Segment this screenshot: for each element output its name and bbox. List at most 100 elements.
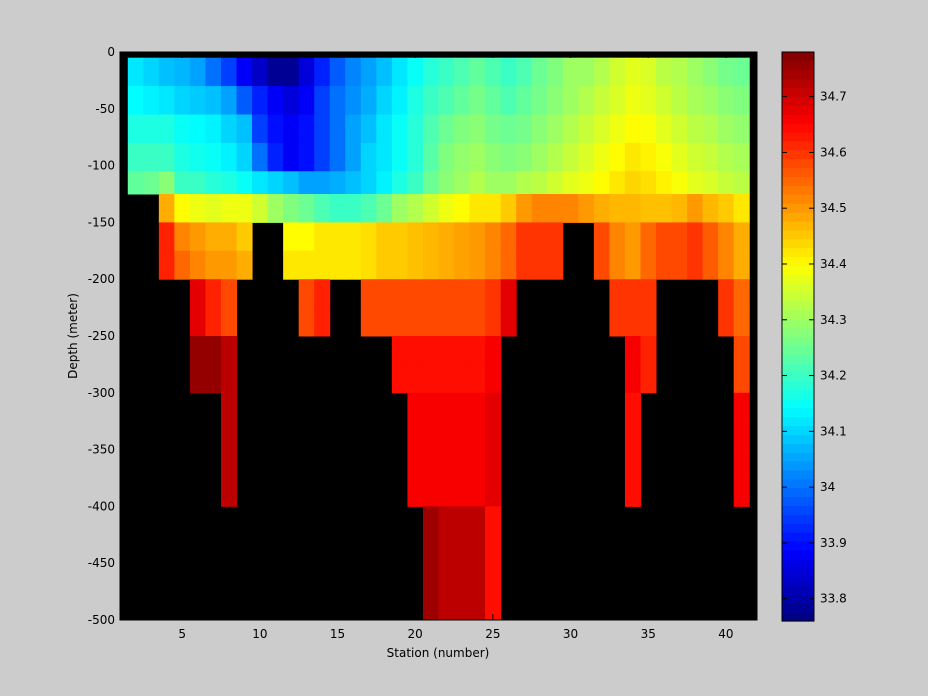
x-tick-label: 30 bbox=[563, 627, 578, 641]
heatmap-cell bbox=[640, 114, 657, 144]
colorbar-strip bbox=[782, 194, 814, 204]
colorbar-tick-label: 34.7 bbox=[820, 90, 847, 104]
colorbar-strip bbox=[782, 265, 814, 275]
x-tick-label: 25 bbox=[485, 627, 500, 641]
heatmap-cell bbox=[298, 307, 315, 337]
heatmap-cell bbox=[143, 171, 160, 195]
heatmap-cell bbox=[283, 194, 300, 223]
heatmap-cell bbox=[454, 449, 471, 479]
heatmap-cell bbox=[283, 142, 300, 172]
heatmap-cell bbox=[656, 194, 673, 223]
heatmap-cell bbox=[376, 114, 393, 144]
heatmap-cell bbox=[485, 534, 502, 564]
heatmap-cell bbox=[407, 142, 424, 172]
heatmap-cell bbox=[438, 171, 455, 195]
heatmap-cell bbox=[640, 250, 657, 280]
heatmap-cell bbox=[640, 364, 657, 394]
heatmap-cell bbox=[345, 86, 362, 115]
heatmap-cell bbox=[298, 222, 315, 252]
colorbar-strip bbox=[782, 327, 814, 338]
heatmap-cell bbox=[252, 86, 269, 115]
heatmap-cell bbox=[687, 114, 704, 144]
colorbar-strip bbox=[782, 238, 814, 249]
heatmap-cells bbox=[127, 57, 750, 621]
colorbar-strip bbox=[782, 407, 814, 418]
heatmap-cell bbox=[531, 114, 548, 144]
heatmap-cell bbox=[143, 57, 160, 87]
colorbar-strip bbox=[782, 576, 814, 587]
colorbar-strip bbox=[782, 434, 814, 444]
x-tick-label: 5 bbox=[178, 627, 186, 641]
heatmap-cell bbox=[422, 591, 439, 621]
colorbar-strip bbox=[782, 398, 814, 409]
heatmap-cell bbox=[454, 171, 471, 195]
heatmap-cell bbox=[454, 563, 471, 593]
heatmap-cell bbox=[593, 250, 610, 280]
heatmap-cell bbox=[640, 222, 657, 252]
heatmap-cell bbox=[656, 250, 673, 280]
heatmap-cell bbox=[438, 392, 455, 422]
heatmap-cell bbox=[422, 57, 439, 87]
heatmap-cell bbox=[640, 307, 657, 337]
heatmap-cell bbox=[547, 142, 564, 172]
heatmap-cell bbox=[298, 86, 315, 115]
heatmap-cell bbox=[656, 142, 673, 172]
heatmap-cell bbox=[454, 478, 471, 507]
heatmap-cell bbox=[640, 279, 657, 309]
heatmap-cell bbox=[469, 307, 486, 337]
heatmap-cell bbox=[127, 114, 144, 144]
heatmap-cell bbox=[531, 142, 548, 172]
heatmap-cell bbox=[733, 392, 750, 422]
heatmap-cell bbox=[469, 279, 486, 309]
colorbar-strip bbox=[782, 549, 814, 560]
heatmap-cell bbox=[422, 392, 439, 422]
heatmap-cell bbox=[407, 478, 424, 507]
heatmap-cell bbox=[438, 142, 455, 172]
heatmap-cell bbox=[283, 250, 300, 280]
heatmap-cell bbox=[454, 392, 471, 422]
heatmap-cell bbox=[189, 57, 206, 87]
heatmap-cell bbox=[733, 194, 750, 223]
heatmap-cell bbox=[485, 114, 502, 144]
heatmap-cell bbox=[189, 114, 206, 144]
heatmap-cell bbox=[454, 142, 471, 172]
heatmap-cell bbox=[407, 194, 424, 223]
heatmap-cell bbox=[531, 222, 548, 252]
colorbar-tick-label: 34 bbox=[820, 480, 835, 494]
heatmap-cell bbox=[174, 114, 191, 144]
heatmap-cell bbox=[329, 222, 346, 252]
y-tick-label: -350 bbox=[88, 443, 115, 457]
heatmap-cell bbox=[733, 364, 750, 394]
heatmap-cell bbox=[422, 279, 439, 309]
colorbar-strip bbox=[782, 540, 814, 551]
heatmap-cell bbox=[189, 364, 206, 394]
heatmap-cell bbox=[485, 506, 502, 536]
heatmap-cell bbox=[469, 194, 486, 223]
heatmap-cell bbox=[702, 194, 719, 223]
heatmap-cell bbox=[702, 250, 719, 280]
x-tick-label: 15 bbox=[330, 627, 345, 641]
heatmap-cell bbox=[562, 194, 579, 223]
heatmap-cell bbox=[485, 563, 502, 593]
heatmap-cell bbox=[562, 86, 579, 115]
colorbar-strip bbox=[782, 114, 814, 124]
heatmap-cell bbox=[422, 222, 439, 252]
y-tick-label: -500 bbox=[88, 613, 115, 627]
heatmap-cell bbox=[687, 250, 704, 280]
heatmap-cell bbox=[267, 142, 284, 172]
heatmap-cell bbox=[314, 222, 331, 252]
colorbar-tick-label: 34.4 bbox=[820, 257, 847, 271]
x-axis-ticks: 5 10 15 20 25 30 35 40 bbox=[178, 52, 734, 641]
heatmap-cell bbox=[640, 336, 657, 365]
heatmap-cell bbox=[391, 364, 408, 394]
heatmap-cell bbox=[624, 421, 641, 451]
heatmap-cell bbox=[469, 364, 486, 394]
heatmap-cell bbox=[174, 194, 191, 223]
heatmap-cell bbox=[236, 114, 253, 144]
heatmap-cell bbox=[733, 421, 750, 451]
colorbar-strip bbox=[782, 443, 814, 453]
colorbar-strip bbox=[782, 212, 814, 222]
colorbar-strip bbox=[782, 469, 814, 480]
colorbar-strip bbox=[782, 603, 814, 613]
colorbar-strip bbox=[782, 487, 814, 498]
